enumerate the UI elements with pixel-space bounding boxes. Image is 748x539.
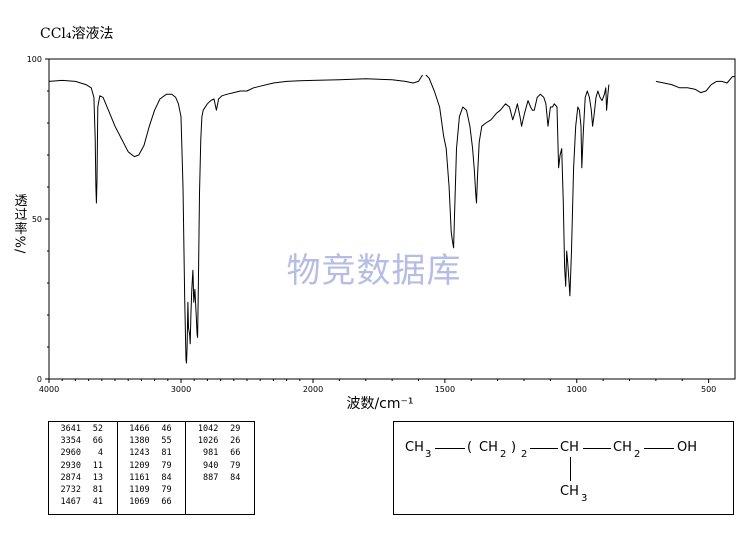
structure-repeat-sub: 2 bbox=[521, 449, 528, 460]
peak-table-row: 981 66 bbox=[189, 447, 254, 459]
bond bbox=[570, 457, 571, 481]
structure-ch2-chain: CH bbox=[479, 440, 498, 455]
peak-table-row: 1069 66 bbox=[121, 496, 186, 508]
peak-wavenumber: 1042 bbox=[197, 424, 219, 434]
peak-table-column: 3641 52 3354 66 2960 4 2930 11 2874 13 2732 81 1467 4… bbox=[49, 422, 118, 514]
x-tick-label: 4000 bbox=[39, 385, 59, 394]
x-tick-label: 500 bbox=[701, 385, 716, 394]
peak-table-row: 1161 84 bbox=[121, 472, 186, 484]
peak-wavenumber: 1243 bbox=[129, 448, 150, 459]
peak-transmittance: 26 bbox=[230, 436, 241, 447]
peak-wavenumber: 1161 bbox=[129, 472, 150, 483]
peak-transmittance: 13 bbox=[92, 472, 103, 483]
bond bbox=[583, 448, 611, 449]
peak-transmittance: 41 bbox=[92, 497, 103, 508]
peak-table-row: 940 79 bbox=[189, 460, 254, 472]
peak-wavenumber: 981 bbox=[202, 448, 219, 459]
peak-table-row: 2930 11 bbox=[52, 460, 117, 472]
peak-table-row: 1466 46 bbox=[121, 423, 186, 435]
peak-transmittance: 66 bbox=[230, 448, 241, 459]
peak-transmittance: 79 bbox=[230, 460, 241, 471]
peak-transmittance: 11 bbox=[92, 460, 103, 471]
peak-table-row: 1209 79 bbox=[121, 460, 186, 472]
peak-table-row: 887 84 bbox=[189, 472, 254, 484]
peak-table-column: 1042 29 1026 26 981 66 940 79 887 84 bbox=[186, 422, 254, 514]
peak-wavenumber: 940 bbox=[202, 460, 219, 471]
y-axis-label: 透过率%/ bbox=[12, 194, 28, 255]
peak-transmittance: 81 bbox=[161, 448, 172, 459]
peak-wavenumber: 1466 bbox=[129, 424, 150, 434]
structure-oh: OH bbox=[677, 440, 698, 455]
peak-wavenumber: 2930 bbox=[60, 460, 81, 471]
structure-ch: CH bbox=[560, 440, 579, 455]
plot-frame bbox=[48, 58, 736, 380]
peak-table-row: 3641 52 bbox=[52, 423, 117, 435]
structure-ch3-branch: CH bbox=[560, 484, 579, 499]
peak-transmittance: 84 bbox=[161, 472, 172, 483]
peak-wavenumber: 1380 bbox=[129, 436, 150, 447]
peak-wavenumber: 1109 bbox=[129, 485, 150, 496]
peak-wavenumber: 3354 bbox=[60, 436, 81, 447]
peak-table-row: 2960 4 bbox=[52, 447, 117, 459]
peak-wavenumber: 1209 bbox=[129, 460, 150, 471]
bond bbox=[435, 448, 465, 449]
peak-table-row: 2732 81 bbox=[52, 484, 117, 496]
structure-paren-close: ) bbox=[511, 440, 517, 455]
peak-transmittance: 66 bbox=[161, 497, 172, 508]
y-tick-label: 0 bbox=[37, 375, 42, 384]
peak-table-row: 3354 66 bbox=[52, 435, 117, 447]
peak-wavenumber: 1026 bbox=[197, 436, 219, 447]
watermark: 物竞数据库 bbox=[287, 251, 462, 291]
peak-wavenumber: 2874 bbox=[60, 472, 81, 483]
peak-transmittance: 4 bbox=[97, 448, 103, 459]
x-tick-label: 3000 bbox=[171, 385, 191, 394]
y-tick-label: 50 bbox=[32, 215, 42, 224]
peak-transmittance: 79 bbox=[161, 485, 172, 496]
x-tick-label: 2000 bbox=[303, 385, 323, 394]
peak-wavenumber: 2960 bbox=[60, 448, 81, 459]
peak-table-row: 2874 13 bbox=[52, 472, 117, 484]
peak-table-row: 1026 26 bbox=[189, 435, 254, 447]
spectrum-line-segment bbox=[425, 74, 610, 297]
peak-transmittance: 84 bbox=[230, 472, 241, 483]
structure-ch3-branch-sub: 3 bbox=[581, 493, 588, 504]
peak-table-row: 1380 55 bbox=[121, 435, 186, 447]
structure-formula: CH 3 ( CH 2 ) 2 CH CH 2 OH CH 3 bbox=[393, 421, 734, 515]
y-tick-label: 100 bbox=[27, 55, 42, 64]
peak-transmittance: 66 bbox=[92, 436, 103, 447]
peak-transmittance: 46 bbox=[161, 424, 172, 434]
bond bbox=[644, 448, 674, 449]
spectrum-line-segment bbox=[655, 76, 735, 94]
peak-table: 3641 52 3354 66 2960 4 2930 11 2874 13 2732 81 1467 4… bbox=[48, 421, 255, 515]
peak-wavenumber: 3641 bbox=[60, 424, 81, 434]
structure-paren-open: ( bbox=[467, 440, 473, 455]
bond bbox=[530, 448, 558, 449]
peak-transmittance: 81 bbox=[92, 485, 103, 496]
peak-table-row: 1243 81 bbox=[121, 447, 186, 459]
structure-ch2-sub: 2 bbox=[634, 449, 641, 460]
peak-table-row: 1042 29 bbox=[189, 423, 254, 435]
structure-ch3-left-sub: 3 bbox=[425, 449, 432, 460]
x-axis-label: 波数/cm⁻¹ bbox=[346, 396, 413, 412]
structure-ch2: CH bbox=[613, 440, 632, 455]
peak-wavenumber: 1467 bbox=[60, 497, 81, 508]
peak-transmittance: 29 bbox=[230, 424, 241, 434]
peak-wavenumber: 2732 bbox=[60, 485, 81, 496]
peak-transmittance: 79 bbox=[161, 460, 172, 471]
peak-table-row: 1467 41 bbox=[52, 496, 117, 508]
x-tick-label: 1000 bbox=[567, 385, 587, 394]
peak-transmittance: 52 bbox=[92, 424, 103, 434]
peak-transmittance: 55 bbox=[161, 436, 172, 447]
peak-wavenumber: 887 bbox=[202, 472, 219, 483]
chart-title: CCl₄溶液法 bbox=[40, 26, 114, 42]
structure-ch2-chain-sub: 2 bbox=[500, 449, 507, 460]
x-tick-label: 1500 bbox=[435, 385, 455, 394]
spectrum-line-segment bbox=[48, 74, 423, 364]
structure-ch3-left: CH bbox=[405, 440, 424, 455]
peak-wavenumber: 1069 bbox=[129, 497, 150, 508]
peak-table-column: 1466 46 1380 55 1243 81 1209 79 1161 84 1109 79 1069… bbox=[118, 422, 187, 514]
peak-table-row: 1109 79 bbox=[121, 484, 186, 496]
